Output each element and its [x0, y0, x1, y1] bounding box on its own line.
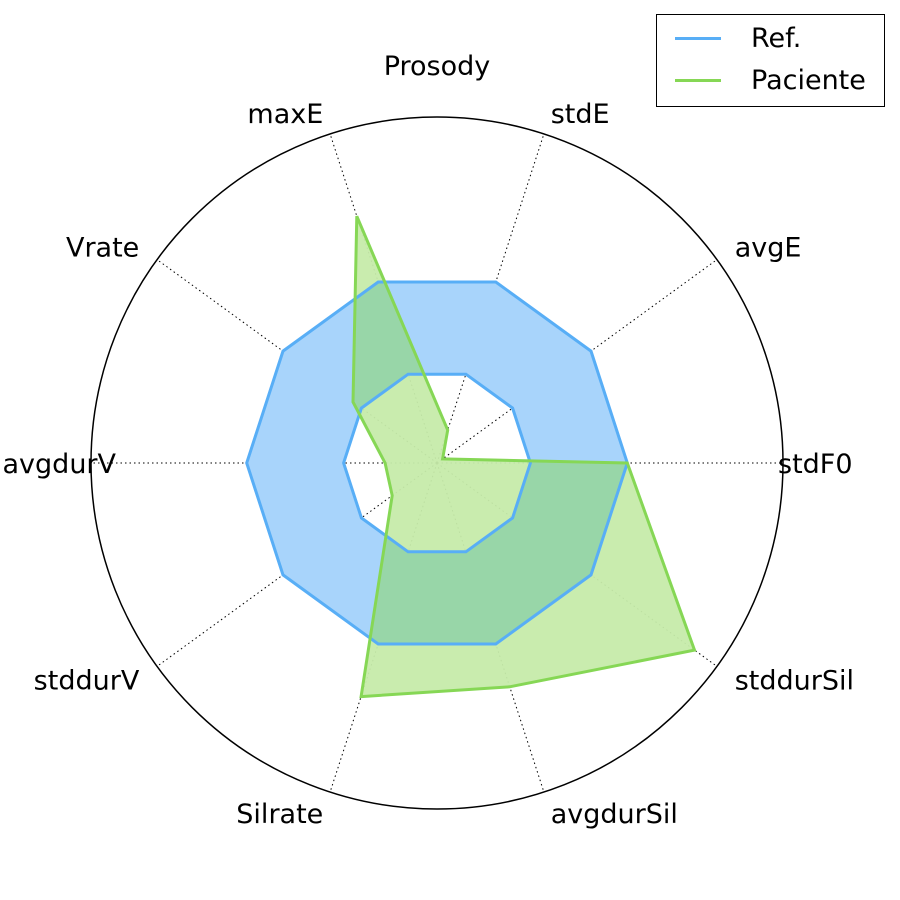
axis-label-stddurV: stddurV — [34, 665, 140, 696]
spoke-maxE — [329, 133, 438, 464]
axis-label-Silrate: Silrate — [236, 799, 323, 830]
spoke-avgE — [436, 259, 718, 464]
legend-label: Paciente — [751, 64, 866, 96]
axis-label-avgE: avgE — [735, 233, 802, 264]
series-ref-outer-line — [245, 280, 629, 646]
axis-label-maxE: maxE — [247, 99, 323, 130]
chart-title: Prosody — [384, 51, 491, 82]
legend: Ref. Paciente — [656, 14, 885, 107]
spoke-stdE — [436, 133, 545, 464]
series-layer — [245, 215, 697, 699]
spoke-Silrate — [329, 462, 438, 793]
legend-item-paciente: Paciente — [675, 64, 866, 96]
legend-swatch — [675, 36, 721, 40]
series-ref-inner-line — [342, 372, 532, 554]
legend-swatch — [675, 78, 721, 82]
axis-label-Vrate: Vrate — [66, 233, 139, 264]
legend-label: Ref. — [751, 22, 802, 54]
axis-label-avgdurV: avgdurV — [3, 449, 117, 480]
series-paciente-line — [351, 215, 697, 699]
spoke-stddurV — [156, 462, 438, 667]
spoke-avgdurSil — [436, 462, 545, 793]
outer-circle — [90, 116, 784, 810]
axis-label-avgdurSil: avgdurSil — [551, 799, 678, 830]
label-layer: stdF0 avgE stdE maxE Vrate avgdurV stddurV Silr… — [3, 99, 854, 830]
axis-label-stdE: stdE — [551, 99, 610, 130]
legend-item-ref: Ref. — [675, 22, 802, 54]
spoke-Vrate — [156, 259, 438, 464]
axis-label-stdF0: stdF0 — [778, 449, 853, 480]
axis-label-stddurSil: stddurSil — [735, 665, 854, 696]
